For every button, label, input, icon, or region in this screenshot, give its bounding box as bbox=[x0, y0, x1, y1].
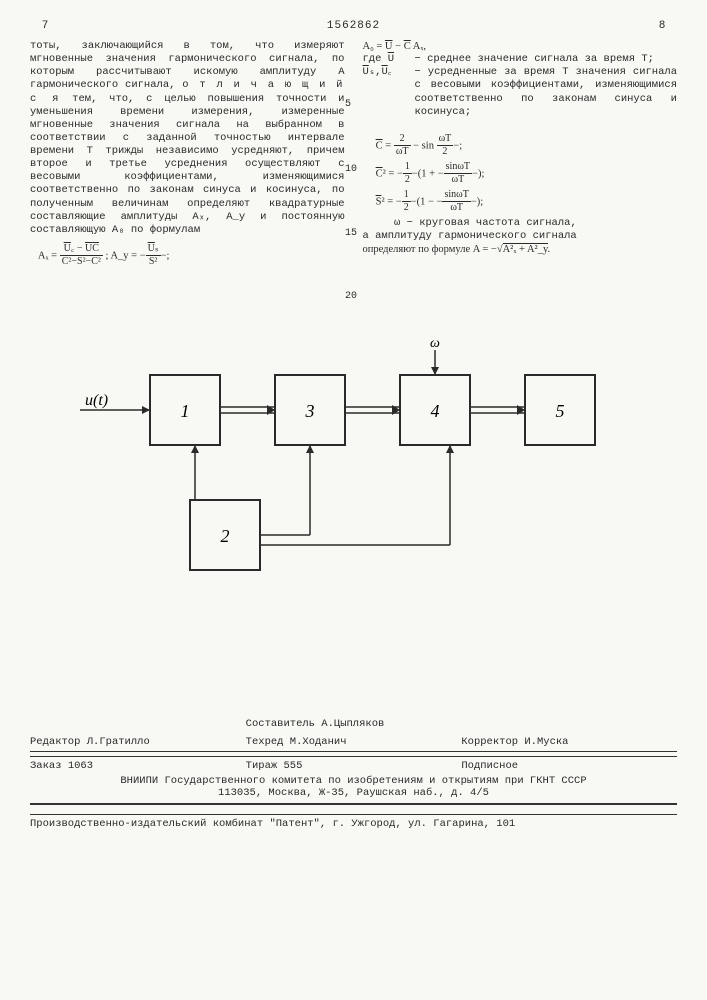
line-number: 20 bbox=[345, 291, 357, 302]
formula-a0: A₀ = U − C Aₓ, bbox=[363, 40, 678, 53]
publisher-line: Производственно-издательский комбинат "П… bbox=[30, 814, 677, 830]
box-label: 1 bbox=[181, 401, 190, 421]
document-number: 1562862 bbox=[60, 20, 647, 32]
def-label: где U bbox=[363, 53, 415, 66]
tehred-name: М.Ходанич bbox=[290, 736, 347, 748]
order-number: 1063 bbox=[68, 760, 93, 772]
formula-c2: C² = −12−(1 + −sinωTωT−); bbox=[363, 161, 678, 187]
page-number-left: 7 bbox=[30, 20, 60, 32]
corrector-label: Корректор bbox=[461, 736, 518, 748]
input-label: u(t) bbox=[85, 392, 108, 409]
formula-ax-ay: Aₓ = U꜀ − UCC²−S²−C² ; A_y = −UₛS²−; bbox=[30, 243, 345, 269]
diagram-svg: 1 3 4 5 2 u(t) ω bbox=[30, 335, 677, 595]
body-text: тем, что, с целью повышения точности и у… bbox=[30, 93, 345, 236]
page: 7 1562862 8 5 10 15 20 тоты, заключающий… bbox=[0, 0, 707, 1000]
thick-divider bbox=[30, 803, 677, 811]
footer-order-row: Заказ 1063 Тираж 555 Подписное bbox=[30, 756, 677, 775]
line-number: 5 bbox=[345, 99, 351, 110]
block-diagram: 1 3 4 5 2 u(t) ω bbox=[30, 335, 677, 595]
left-column: тоты, заключающийся в том, что измеряют … bbox=[30, 40, 345, 305]
formula-c: C = 2ωT − sin ωT2−; bbox=[363, 133, 678, 159]
line-number: 10 bbox=[345, 164, 357, 175]
formula-label: определяют по формуле A = bbox=[363, 244, 489, 255]
corrector-name: И.Муска bbox=[524, 736, 568, 748]
compiler-label: Составитель bbox=[246, 718, 315, 730]
footer-credits-row2: Редактор Л.Гратилло Техред М.Ходанич Кор… bbox=[30, 733, 677, 752]
omega-label: ω bbox=[430, 336, 440, 351]
box-label: 3 bbox=[305, 401, 315, 421]
footer-credits: Составитель А.Цыпляков bbox=[30, 715, 677, 733]
final-text: а амплитуду гармонического сигнала bbox=[363, 230, 678, 243]
box-label: 2 bbox=[221, 526, 230, 546]
page-header: 7 1562862 8 bbox=[30, 20, 677, 32]
tehred-label: Техред bbox=[246, 736, 284, 748]
formula-s2: S² = −12−(1 − −sinωTωT−); bbox=[363, 189, 678, 215]
order-label: Заказ bbox=[30, 760, 62, 772]
def-text: − среднее значение сигнала за время T; bbox=[415, 53, 678, 66]
podpisnoe: Подписное bbox=[461, 760, 677, 772]
def-label: Uₛ,U꜀ bbox=[363, 66, 415, 119]
line-number: 15 bbox=[345, 228, 357, 239]
tirazh-label: Тираж bbox=[246, 760, 278, 772]
vniipi-line: ВНИИПИ Государственного комитета по изоб… bbox=[30, 775, 677, 787]
omega-def: ω − круговая частота сигнала, bbox=[394, 217, 577, 229]
right-column: A₀ = U − C Aₓ, где U − среднее значение … bbox=[363, 40, 678, 305]
box-label: 5 bbox=[556, 401, 565, 421]
compiler-name: А.Цыпляков bbox=[321, 718, 384, 730]
editor-name: Л.Гратилло bbox=[87, 736, 150, 748]
footer: Составитель А.Цыпляков Редактор Л.Гратил… bbox=[30, 715, 677, 830]
formula-final: определяют по формуле A = −√A²ₓ + A²_y. bbox=[363, 243, 678, 256]
formula-part: ; A_y = bbox=[106, 250, 138, 261]
address: 113035, Москва, Ж-35, Раушская наб., д. … bbox=[30, 787, 677, 799]
tirazh-number: 555 bbox=[284, 760, 303, 772]
editor-label: Редактор bbox=[30, 736, 80, 748]
def-text: − усредненные за время T значения сигнал… bbox=[415, 66, 678, 119]
box-label: 4 bbox=[431, 401, 440, 421]
page-number-right: 8 bbox=[647, 20, 677, 32]
formula-part: Aₓ = bbox=[38, 250, 57, 261]
